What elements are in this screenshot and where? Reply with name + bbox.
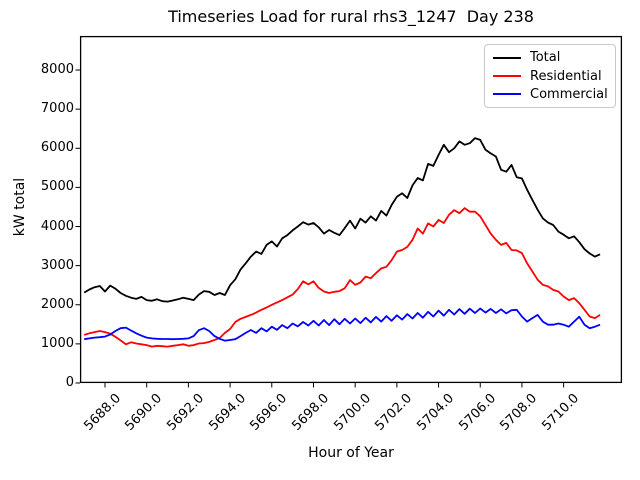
y-tick-label: 8000 bbox=[40, 62, 74, 78]
legend-label-commercial: Commercial bbox=[530, 86, 608, 102]
x-tick-label: 5708.0 bbox=[497, 391, 541, 434]
legend: Total Residential Commercial bbox=[484, 44, 616, 108]
x-tick-label: 5710.0 bbox=[539, 391, 583, 434]
x-tick-label: 5690.0 bbox=[122, 391, 166, 434]
legend-line-total bbox=[493, 56, 521, 59]
x-tick-label: 5706.0 bbox=[456, 391, 499, 434]
legend-label-total: Total bbox=[530, 50, 561, 66]
series-lines bbox=[83, 137, 601, 348]
x-tick-label: 5692.0 bbox=[164, 391, 208, 434]
x-tick-label: 5696.0 bbox=[247, 391, 291, 434]
y-tick-label: 3000 bbox=[40, 257, 74, 273]
x-axis-label: Hour of Year bbox=[308, 445, 394, 461]
legend-item-commercial: Commercial bbox=[493, 86, 608, 102]
x-tick-label: 5702.0 bbox=[372, 391, 416, 434]
y-tick-label: 2000 bbox=[40, 296, 74, 312]
y-tick-label: 4000 bbox=[40, 218, 74, 234]
legend-line-residential bbox=[493, 75, 521, 77]
y-tick-label: 1000 bbox=[40, 335, 74, 351]
x-tick-label: 5694.0 bbox=[205, 391, 249, 434]
y-tick-label: 5000 bbox=[40, 179, 74, 195]
x-tick-label: 5698.0 bbox=[289, 391, 333, 434]
legend-label-residential: Residential bbox=[530, 68, 602, 84]
line-residential bbox=[83, 207, 601, 348]
axes-frame bbox=[79, 35, 623, 384]
line-total bbox=[83, 137, 601, 303]
y-tick-label: 0 bbox=[65, 375, 74, 390]
y-axis-label: kW total bbox=[12, 177, 28, 237]
legend-item-residential: Residential bbox=[493, 69, 607, 84]
y-tick-label: 7000 bbox=[40, 101, 74, 117]
x-tick-label: 5704.0 bbox=[414, 391, 458, 434]
line-commercial bbox=[84, 307, 601, 342]
legend-line-commercial bbox=[493, 93, 521, 96]
tick-marks bbox=[75, 69, 565, 388]
chart-title: Timeseries Load for rural rhs3_1247 Day … bbox=[168, 7, 534, 26]
x-tick-label: 5700.0 bbox=[330, 391, 374, 434]
x-tick-label: 5688.0 bbox=[80, 391, 124, 434]
plot-area bbox=[75, 35, 623, 388]
y-tick-label: 6000 bbox=[40, 140, 74, 156]
legend-item-total: Total bbox=[493, 50, 607, 65]
